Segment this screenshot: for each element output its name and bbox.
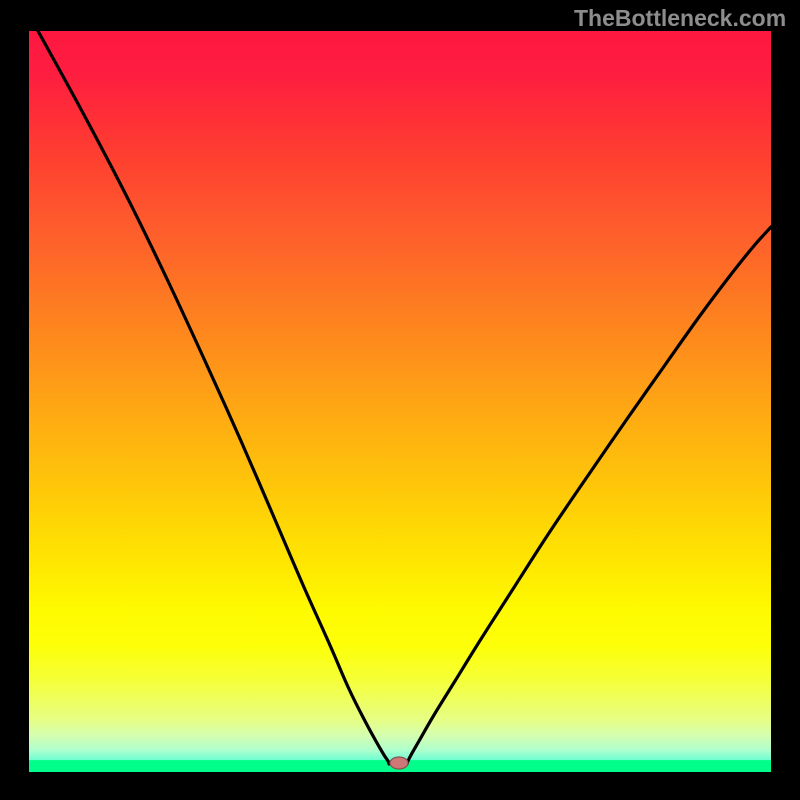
bottleneck-chart: TheBottleneck.com [0,0,800,800]
watermark-text: TheBottleneck.com [574,5,786,31]
plot-area [29,31,771,772]
optimal-point-marker [390,757,408,769]
chart-root: TheBottleneck.com [0,0,800,800]
gradient-background [29,31,771,772]
